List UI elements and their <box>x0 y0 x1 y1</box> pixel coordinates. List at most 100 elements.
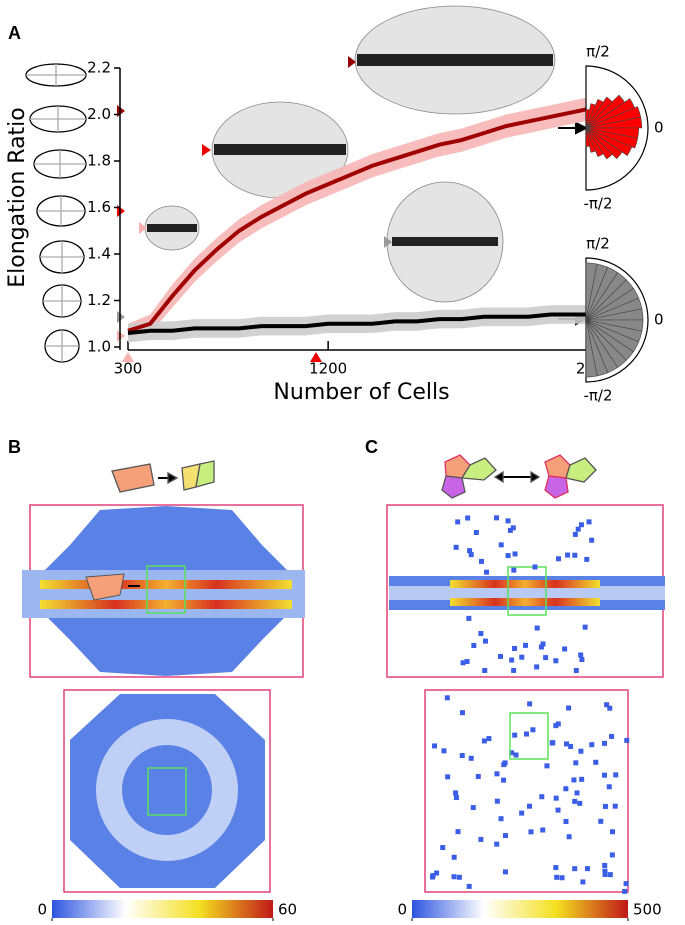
heat-cell <box>582 624 588 630</box>
theta-tick-label: -π/2 <box>583 387 612 405</box>
heat-cell <box>467 548 473 554</box>
icon-c <box>441 454 597 499</box>
theta-tick-label: π/2 <box>586 235 610 253</box>
heat-cell <box>466 615 472 621</box>
heat-cell <box>604 702 610 708</box>
heat-cell <box>511 667 517 673</box>
heat-cell <box>444 695 450 701</box>
heat-cell <box>466 883 472 889</box>
heat-cell <box>451 874 457 880</box>
heat-cell <box>455 519 461 525</box>
heat-cell <box>602 862 608 868</box>
heat-cell <box>498 542 504 548</box>
heat-cell <box>483 638 489 644</box>
heat-cell <box>584 866 590 872</box>
heat-cell <box>553 795 559 801</box>
heat-cell <box>512 732 518 738</box>
heat-cell <box>565 552 571 558</box>
heat-cell <box>505 518 511 524</box>
rose-wedge <box>585 127 613 160</box>
heat-cell <box>575 526 581 532</box>
heat-cell <box>523 642 529 648</box>
rose-wedge <box>585 127 623 160</box>
heat-cell <box>528 829 534 835</box>
heat-cell <box>568 743 574 749</box>
heat-cell <box>456 874 462 880</box>
heat-cell <box>502 869 508 875</box>
heat-cell <box>598 818 604 824</box>
heat-cell <box>512 551 518 557</box>
heat-cell <box>464 659 470 665</box>
heat-cell <box>609 852 615 858</box>
rose-wedge <box>585 127 596 153</box>
heat-cell <box>544 763 550 769</box>
y-tick-label: 2.2 <box>87 59 111 77</box>
heat-cell <box>465 515 471 521</box>
rose-wedge <box>585 319 598 378</box>
x-axis-title: Number of Cells <box>273 380 449 405</box>
line <box>127 105 596 333</box>
heat-cell <box>459 710 465 716</box>
heat-cell <box>430 873 436 879</box>
heat-cell <box>470 805 476 811</box>
heat-cell <box>441 748 447 754</box>
heat-cell <box>607 705 613 711</box>
heat-cell <box>494 515 500 521</box>
line <box>127 312 595 336</box>
heat-cell <box>559 875 565 881</box>
panel-label: B <box>8 437 21 457</box>
heat-cell <box>572 866 578 872</box>
heat-cell <box>498 816 504 822</box>
heat-cell <box>563 819 569 825</box>
heat-cell <box>562 646 568 652</box>
heat-cell <box>509 657 515 663</box>
heat-cell <box>602 740 608 746</box>
rose-wedge <box>585 116 643 129</box>
heat-cell <box>579 776 585 782</box>
heat-cell <box>613 772 619 778</box>
heat-cell <box>589 742 595 748</box>
y-tick-label: 1.6 <box>87 198 111 216</box>
heat-cell <box>434 870 440 876</box>
y-tick-label: 1.0 <box>87 338 111 356</box>
heat-cell <box>501 777 507 783</box>
theta-tick-label: π/2 <box>586 43 610 61</box>
colorbar-label: 0 <box>397 901 407 919</box>
theta-tick-label: -π/2 <box>583 195 612 213</box>
heat-cell <box>494 841 500 847</box>
y-tick-label: 2.0 <box>87 105 111 123</box>
heat-cell <box>553 865 559 871</box>
heat-cell <box>519 654 525 660</box>
heat-cell <box>579 657 585 663</box>
heat-cell <box>502 833 508 839</box>
tissue-images <box>117 5 601 362</box>
colorbar-label: 60 <box>278 901 297 919</box>
colorbar <box>412 900 628 918</box>
y-axis-title: Elongation Ratio <box>5 107 30 287</box>
heat-cell <box>494 771 500 777</box>
heat-cell <box>573 668 579 673</box>
heat-cell <box>606 784 612 790</box>
panel-label: C <box>365 437 378 457</box>
heat-cell <box>478 630 484 636</box>
y-tick-label: 1.2 <box>87 291 111 309</box>
heat-cell <box>527 701 533 707</box>
heat-cell <box>505 553 511 559</box>
heat-cell <box>540 641 546 647</box>
rose-wedge <box>585 127 604 158</box>
colorbar-label: 0 <box>37 901 47 919</box>
heat-cell <box>478 558 484 564</box>
heat-cell <box>532 564 538 570</box>
colorbar <box>52 900 273 918</box>
heat-cell <box>566 705 572 711</box>
arrows <box>558 121 589 326</box>
heatmap-c <box>386 504 665 894</box>
heat-cell <box>593 759 599 765</box>
theta-tick-label: 0 <box>654 311 664 329</box>
heat-cell <box>519 810 525 816</box>
heat-cell <box>584 556 590 562</box>
heat-cell <box>459 753 465 759</box>
heat-cell <box>602 872 608 878</box>
heat-cell <box>453 790 459 796</box>
